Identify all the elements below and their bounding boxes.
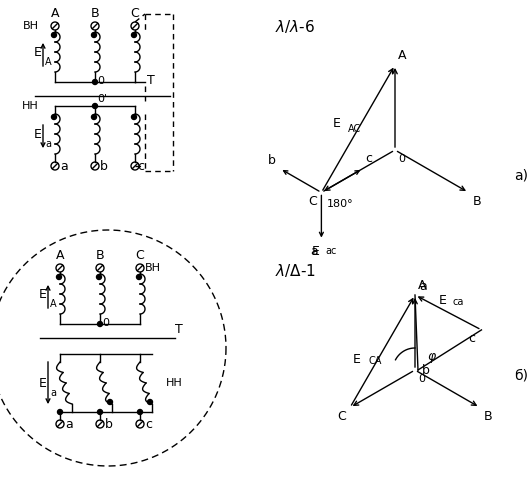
Circle shape [107,400,112,405]
Text: CA: CA [369,356,382,366]
Text: E: E [34,127,42,140]
Text: a: a [65,417,73,430]
Circle shape [92,115,96,120]
Text: b: b [105,417,113,430]
Text: E: E [353,353,361,366]
Text: E: E [39,376,47,389]
Circle shape [52,115,56,120]
Text: φ: φ [427,349,435,363]
Circle shape [93,80,97,84]
Text: 0: 0 [418,374,425,384]
Text: c: c [145,417,152,430]
Circle shape [92,33,96,38]
Text: a: a [311,245,318,257]
Text: HH: HH [22,101,39,111]
Circle shape [131,33,137,38]
Text: E: E [312,245,319,257]
Text: B: B [96,249,104,262]
Text: E: E [332,117,340,130]
Text: a: a [50,388,56,398]
Text: E: E [438,294,446,307]
Text: BH: BH [23,21,39,31]
Circle shape [147,400,153,405]
Circle shape [137,275,142,280]
Text: C: C [136,249,144,262]
Text: A: A [51,7,59,20]
Text: 0: 0 [97,76,104,86]
Text: C: C [337,410,346,422]
Text: C: C [309,195,318,207]
Text: $\lambda/\lambda$-6: $\lambda/\lambda$-6 [275,18,315,35]
Text: B: B [90,7,99,20]
Text: 0: 0 [398,154,405,164]
Text: HH: HH [166,378,183,388]
Text: 0': 0' [97,94,107,104]
Text: A: A [418,279,427,292]
Text: T: T [147,74,155,86]
Text: E: E [39,288,47,300]
Text: T: T [175,323,183,336]
Text: B: B [472,195,481,207]
Text: 0: 0 [102,318,109,328]
Text: a: a [60,160,68,172]
Circle shape [96,275,102,280]
Text: а): а) [514,168,528,182]
Text: c: c [469,332,476,345]
Text: b: b [422,364,430,376]
Circle shape [97,322,103,327]
Text: AC: AC [348,124,361,134]
Text: A: A [45,57,52,67]
Text: A: A [398,49,406,62]
Text: c: c [365,153,372,165]
Text: C: C [131,7,139,20]
Circle shape [131,115,137,120]
Text: a: a [419,280,427,293]
Text: A: A [56,249,64,262]
Circle shape [137,410,143,414]
Circle shape [56,275,62,280]
Text: ac: ac [326,246,337,255]
Text: b: b [268,154,276,166]
Circle shape [97,410,103,414]
Text: $\lambda/\Delta$-1: $\lambda/\Delta$-1 [275,262,316,279]
Text: 180°: 180° [327,199,353,208]
Text: c: c [137,160,144,172]
Text: a: a [45,139,51,149]
Text: B: B [484,410,493,422]
Text: ca: ca [452,297,463,307]
Text: A: A [50,299,56,309]
Circle shape [52,33,56,38]
Circle shape [93,104,97,109]
Text: E: E [34,45,42,58]
Circle shape [57,410,62,414]
Text: b: b [100,160,108,172]
Text: BH: BH [145,263,161,273]
Text: б): б) [514,368,528,382]
